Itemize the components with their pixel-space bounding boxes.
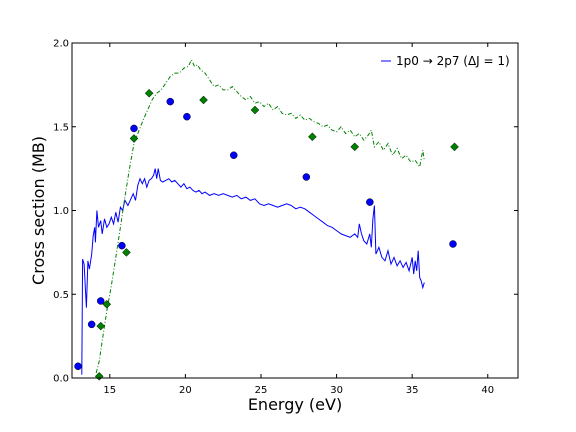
x-axis: 15 20 25 30 35 40 (103, 43, 494, 396)
x-tick-label: 40 (481, 385, 494, 396)
y-tick-label: 0.0 (53, 374, 69, 385)
x-tick-label: 20 (179, 385, 192, 396)
data-point-diamond (96, 321, 106, 331)
data-point-diamond (199, 95, 208, 105)
data-point-diamond (122, 248, 131, 257)
legend: 1p0 → 2p7 (ΔJ = 1) (381, 54, 510, 68)
data-point-diamond (144, 88, 154, 98)
series-line-dashdot (95, 58, 425, 374)
data-point-circle (166, 97, 175, 106)
data-point-circle (183, 112, 191, 121)
data-point-circle (118, 241, 126, 250)
y-tick-label: 2.0 (53, 39, 69, 50)
data-point-circle (96, 297, 105, 305)
x-tick-label: 30 (330, 385, 343, 396)
data-point-diamond (250, 105, 260, 115)
y-axis: 0.0 0.5 1.0 1.5 2.0 (53, 39, 518, 385)
data-point-diamond (350, 142, 360, 152)
y-tick-label: 1.0 (53, 206, 69, 217)
x-tick-label: 15 (103, 385, 116, 396)
y-tick-label: 0.5 (53, 290, 69, 301)
series-line-solid (81, 168, 425, 375)
x-tick-label: 25 (255, 385, 268, 396)
data-point-circle (230, 151, 238, 159)
data-point-diamond (308, 132, 317, 142)
data-point-circle (87, 320, 96, 329)
data-point-diamond (102, 299, 112, 309)
x-tick-label: 35 (406, 385, 419, 396)
data-point-circle (130, 124, 138, 133)
legend-entry-label: 1p0 → 2p7 (ΔJ = 1) (396, 54, 510, 68)
data-point-circle (302, 173, 311, 181)
x-axis-label: Energy (eV) (248, 395, 342, 414)
y-axis-label: Cross section (MB) (29, 136, 48, 285)
data-point-circle (366, 198, 374, 206)
data-point-circle (449, 240, 457, 248)
data-point-diamond (129, 134, 139, 143)
data-point-diamond (450, 142, 459, 152)
y-tick-label: 1.5 (53, 122, 69, 133)
data-point-circle (74, 362, 82, 371)
